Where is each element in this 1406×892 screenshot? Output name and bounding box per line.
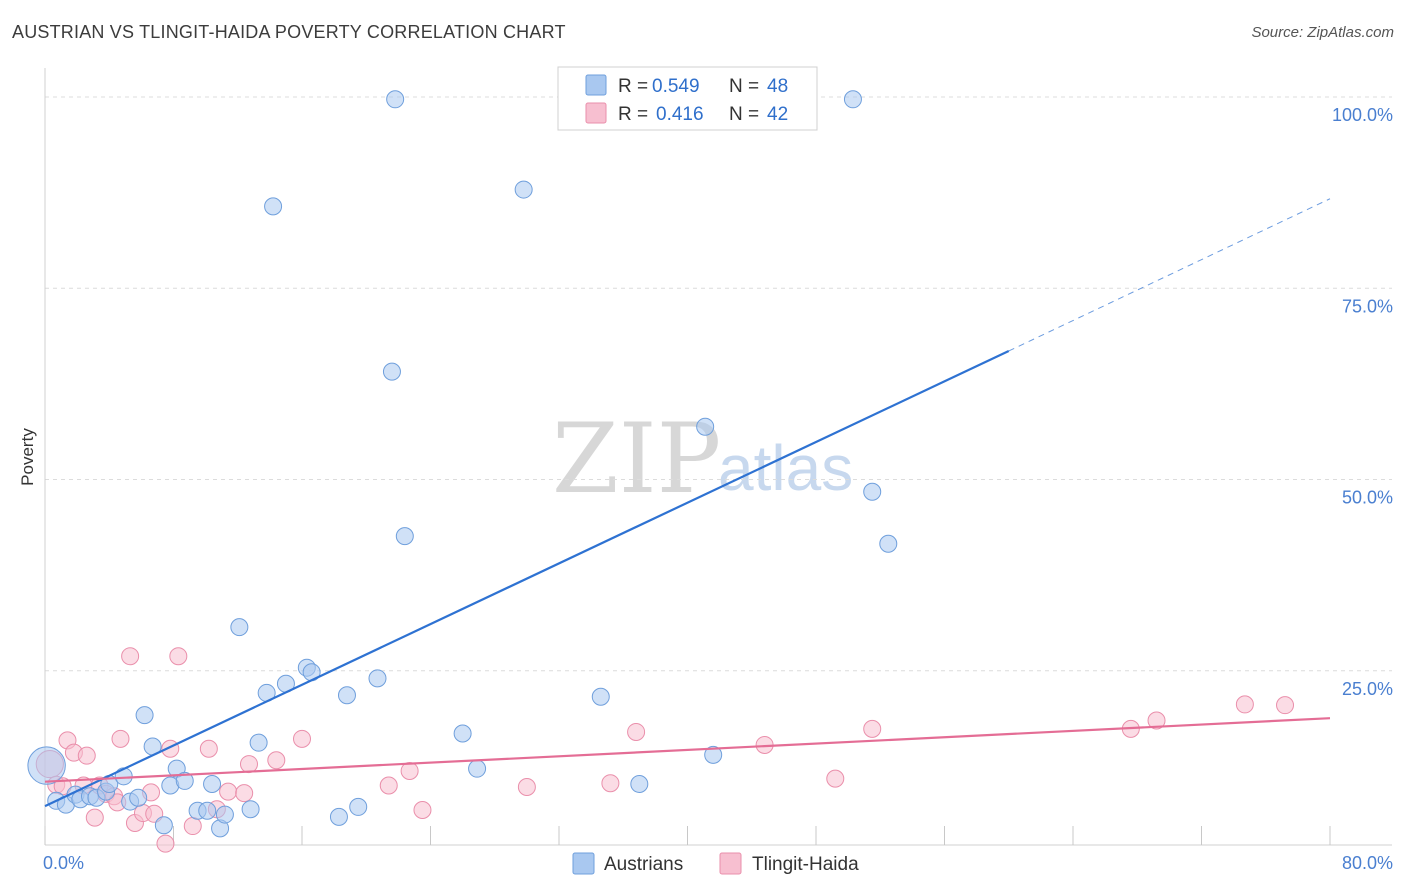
y-tick-labels: 25.0% 50.0% 75.0% 100.0%: [1332, 105, 1393, 699]
tlingit-haida-point: [85, 808, 104, 827]
austrians-point: [863, 482, 882, 501]
legend-austrians-swatch: [572, 852, 595, 875]
grid-lines: [45, 96, 1392, 672]
austrians-r-value: 0.549: [652, 76, 700, 97]
tlingit-r-value: 0.416: [656, 104, 704, 125]
austrians-point: [349, 797, 368, 816]
austrians-point: [215, 805, 234, 824]
tlingit-haida-point: [1276, 696, 1295, 715]
austrians-point: [129, 788, 148, 807]
austrians-point: [696, 417, 715, 436]
austrians-r-label: R =: [618, 76, 648, 97]
austrians-n-value: 48: [767, 76, 788, 97]
austrians-point: [175, 771, 194, 790]
austrians-legend-swatch: [585, 74, 607, 96]
legend-tlingit-swatch: [719, 852, 742, 875]
austrians-point: [468, 759, 487, 778]
tlingit-haida-point: [517, 778, 536, 797]
austrians-point: [154, 816, 173, 835]
tlingit-haida-point: [863, 719, 882, 738]
tlingit-haida-point: [199, 739, 218, 758]
tlingit-haida-point: [400, 761, 419, 780]
austrians-point: [230, 618, 249, 637]
tlingit-haida-point: [293, 729, 311, 748]
y-tick-label: 50.0%: [1342, 488, 1393, 508]
tlingit-n-label: N =: [729, 104, 759, 125]
austrians-point: [382, 362, 401, 381]
tlingit-haida-point: [121, 647, 140, 666]
tlingit-haida-point: [77, 746, 96, 765]
tlingit-r-label: R =: [618, 104, 648, 125]
austrians-trend-extension: [1008, 198, 1331, 352]
tlingit-haida-point: [235, 784, 254, 803]
tlingit-n-value: 42: [767, 104, 788, 125]
tlingit-haida-point: [379, 776, 398, 795]
austrians-point: [453, 724, 472, 743]
austrians-point: [386, 90, 405, 109]
chart-source: Source: ZipAtlas.com: [1251, 24, 1394, 41]
austrians-n-label: N =: [729, 76, 759, 97]
austrians-point: [135, 706, 154, 725]
watermark-atlas: atlas: [718, 432, 853, 504]
austrians-point: [27, 746, 66, 785]
stats-legend: R = 0.549 N = 48 R = 0.416 N = 42: [557, 66, 818, 131]
tlingit-haida-point: [601, 774, 620, 793]
tlingit-haida-point: [413, 800, 432, 819]
austrians-point: [704, 745, 723, 764]
tlingit-haida-trend-line: [44, 717, 1331, 783]
austrians-trend-line: [44, 349, 1010, 808]
tlingit-haida-point: [267, 751, 286, 770]
austrians-point: [843, 90, 862, 109]
axes: [44, 68, 1392, 846]
austrians-point: [198, 801, 217, 820]
y-tick-label: 100.0%: [1332, 105, 1393, 125]
tlingit-haida-point: [826, 769, 845, 788]
austrians-point: [264, 197, 283, 216]
austrians-point: [203, 774, 222, 793]
x-tick-label-max: 80.0%: [1342, 853, 1393, 873]
austrians-point: [630, 774, 649, 793]
chart-title: AUSTRIAN VS TLINGIT-HAIDA POVERTY CORREL…: [12, 22, 566, 42]
y-tick-label: 25.0%: [1342, 679, 1393, 699]
watermark-zip: ZIP: [552, 403, 721, 515]
tlingit-haida-point: [145, 804, 164, 823]
tlingit-haida-point: [111, 729, 130, 748]
tlingit-haida-point: [1147, 711, 1166, 730]
tlingit-haida-point: [627, 722, 646, 741]
tlingit-haida-point: [219, 782, 238, 801]
trend-lines: [44, 198, 1331, 808]
austrians-points: [27, 90, 898, 838]
legend-tlingit-label: Tlingit-Haida: [752, 854, 859, 875]
tlingit-haida-point: [169, 647, 188, 666]
tlingit-legend-swatch: [585, 102, 607, 124]
austrians-point: [249, 733, 268, 752]
legend-austrians-label: Austrians: [604, 854, 683, 875]
tlingit-haida-point: [1235, 695, 1254, 714]
austrians-point: [241, 800, 260, 819]
austrians-point: [514, 180, 533, 199]
series-legend: Austrians Tlingit-Haida: [572, 852, 859, 875]
austrians-point: [329, 807, 348, 826]
tlingit-haida-point: [239, 755, 258, 774]
y-tick-label: 75.0%: [1342, 296, 1393, 316]
austrians-point: [114, 767, 133, 786]
austrians-point: [395, 527, 414, 546]
austrians-point: [368, 669, 387, 688]
austrians-point: [879, 534, 898, 553]
tlingit-haida-point: [183, 817, 202, 836]
tlingit-haida-point: [156, 834, 175, 853]
y-axis-title: Poverty: [18, 428, 37, 486]
austrians-point: [591, 687, 610, 706]
x-tick-label-min: 0.0%: [43, 853, 84, 873]
austrians-point: [337, 686, 356, 705]
